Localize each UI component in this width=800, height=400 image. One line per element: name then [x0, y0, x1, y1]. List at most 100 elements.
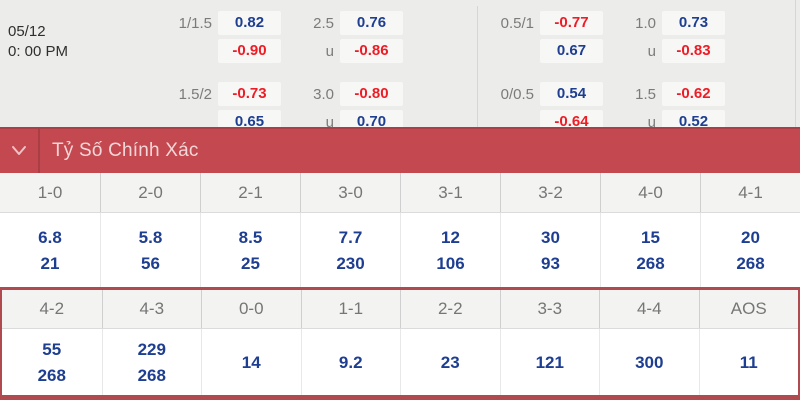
odds-value[interactable]: 55	[42, 339, 62, 359]
odds-label: 3.0	[313, 85, 334, 103]
score-column-header: 2-1	[200, 173, 300, 212]
odds-value[interactable]: 25	[241, 253, 260, 273]
score-odds-cell[interactable]: 8.5 25	[200, 213, 300, 287]
odds-value[interactable]: 93	[541, 253, 560, 273]
odds-pill[interactable]: 0.67	[540, 39, 603, 63]
odds-line: 1.5/2 -0.73	[142, 82, 281, 106]
odds-value[interactable]: 300	[635, 352, 664, 372]
score-header-row: 4-2 4-3 0-0 1-1 2-2 3-3 4-4 AOS	[2, 290, 798, 329]
score-odds-cell[interactable]: 55 268	[2, 329, 102, 395]
odds-line: 1/1.5 0.82	[142, 11, 281, 35]
odds-pill[interactable]: 0.82	[218, 11, 281, 35]
odds-line: 2.5 0.76	[264, 11, 403, 35]
odds-value[interactable]: 268	[137, 365, 166, 385]
odds-value[interactable]: 229	[137, 339, 166, 359]
score-column-header: 4-3	[101, 290, 202, 328]
odds-value[interactable]: 106	[436, 253, 465, 273]
odds-line: 1.0 0.73	[586, 11, 725, 35]
odds-pill[interactable]: 0.73	[662, 11, 725, 35]
odds-value[interactable]: 230	[336, 253, 365, 273]
score-column-header: 2-0	[100, 173, 200, 212]
odds-value[interactable]: 7.7	[338, 227, 363, 247]
score-odds-cell[interactable]: 9.2	[300, 329, 401, 395]
odds-value[interactable]: 30	[541, 227, 560, 247]
score-odds-cell[interactable]: 20 268	[700, 213, 800, 287]
score-column-header: 4-2	[39, 299, 65, 318]
score-column-header: 1-0	[37, 183, 63, 202]
score-odds-cell[interactable]: 12 106	[400, 213, 500, 287]
odds-pill[interactable]: -0.73	[218, 82, 281, 106]
odds-pill[interactable]: -0.83	[662, 39, 725, 63]
match-info: 05/12 0: 00 PM	[8, 22, 68, 62]
odds-value[interactable]: 14	[241, 352, 261, 372]
odds-value[interactable]: 11	[739, 352, 758, 372]
odds-value[interactable]: 23	[440, 352, 460, 372]
odds-value[interactable]: 56	[141, 253, 160, 273]
score-odds-cell[interactable]: 300	[599, 329, 699, 395]
section-title: Tỷ Số Chính Xác	[52, 140, 199, 161]
odds-pill[interactable]: -0.90	[218, 39, 281, 63]
odds-label: 1/1.5	[178, 14, 212, 32]
odds-line: 3.0 -0.80	[264, 82, 403, 106]
score-odds-cell[interactable]: 30 93	[500, 213, 600, 287]
score-column-header: 4-1	[700, 173, 800, 212]
odds-group-overunder-right: 1.0 0.73 u -0.83 1.5 -0.62 u 0.52	[586, 11, 725, 134]
odds-label: u	[647, 42, 656, 60]
odds-line: 0.67	[464, 39, 603, 63]
score-body-row: 55 268 229 268 14 9.2 23 121 300 11	[2, 329, 798, 395]
match-time: 0: 00 PM	[8, 43, 69, 60]
score-odds-cell[interactable]: 5.8 56	[100, 213, 200, 287]
odds-value[interactable]: 9.2	[338, 352, 363, 372]
score-header-row: 1-0 2-0 2-1 3-0 3-1 3-2 4-0 4-1	[0, 173, 800, 213]
odds-pill[interactable]: 0.76	[340, 11, 403, 35]
odds-pill[interactable]: -0.62	[662, 82, 725, 106]
score-column-header: 4-4	[599, 290, 699, 328]
score-odds-cell[interactable]: 7.7 230	[300, 213, 400, 287]
score-odds-cell[interactable]: 6.8 21	[0, 213, 100, 287]
score-odds-cell[interactable]: 15 268	[600, 213, 700, 287]
odds-group-handicap-right: 0.5/1 -0.77 0.67 0/0.5 0.54 -0.64	[464, 11, 603, 134]
score-odds-cell[interactable]: 14	[201, 329, 301, 395]
score-column-header: 3-2	[500, 173, 600, 212]
score-odds-cell[interactable]: 23	[400, 329, 500, 395]
score-odds-cell[interactable]: 121	[499, 329, 600, 395]
odds-value[interactable]: 268	[736, 253, 765, 273]
odds-value[interactable]: 8.5	[238, 227, 263, 247]
odds-label: 2.5	[313, 14, 334, 32]
correct-score-table-2: 4-2 4-3 0-0 1-1 2-2 3-3 4-4 AOS 55 268 2…	[0, 287, 800, 400]
score-column-header: 0-0	[201, 290, 301, 328]
panel-right-edge	[795, 0, 796, 127]
score-body-row: 6.8 21 5.8 56 8.5 25 7.7 230 12 106 30 9…	[0, 213, 800, 287]
score-column-header: 3-0	[300, 173, 400, 212]
odds-line: -0.90	[142, 39, 281, 63]
odds-label: 1.0	[635, 14, 656, 32]
odds-label: u	[325, 113, 334, 131]
correct-score-section-header[interactable]: Tỷ Số Chính Xác	[0, 127, 800, 173]
score-odds-cell[interactable]: 11	[698, 329, 799, 395]
score-odds-cell[interactable]: 229 268	[101, 329, 202, 395]
odds-label: 1.5/2	[178, 85, 212, 103]
odds-line: u -0.86	[264, 39, 403, 63]
odds-pill[interactable]: -0.86	[340, 39, 403, 63]
odds-value[interactable]: 12	[441, 227, 460, 247]
odds-value[interactable]: 268	[37, 365, 66, 385]
odds-value[interactable]: 5.8	[138, 227, 163, 247]
odds-value[interactable]: 15	[641, 227, 660, 247]
odds-value[interactable]: 6.8	[38, 227, 62, 247]
odds-label: 1.5	[635, 85, 656, 103]
odds-line: 0.5/1 -0.77	[464, 11, 603, 35]
score-column-header: 3-3	[499, 290, 600, 328]
odds-value[interactable]: 21	[40, 253, 60, 273]
odds-pill[interactable]: -0.77	[540, 11, 603, 35]
vertical-divider	[477, 6, 478, 127]
odds-value[interactable]: 20	[741, 227, 760, 247]
chevron-down-icon[interactable]	[0, 145, 38, 157]
match-date: 05/12	[8, 23, 46, 40]
odds-pill[interactable]: 0.54	[540, 82, 603, 106]
odds-value[interactable]: 268	[636, 253, 665, 273]
odds-label: 0.5/1	[500, 14, 534, 32]
odds-value[interactable]: 121	[535, 352, 564, 372]
odds-pill[interactable]: -0.80	[340, 82, 403, 106]
odds-panel: 05/12 0: 00 PM 1/1.5 0.82 -0.90 1.5/2 -0…	[0, 0, 800, 134]
odds-group-overunder-left: 2.5 0.76 u -0.86 3.0 -0.80 u 0.70	[264, 11, 403, 134]
